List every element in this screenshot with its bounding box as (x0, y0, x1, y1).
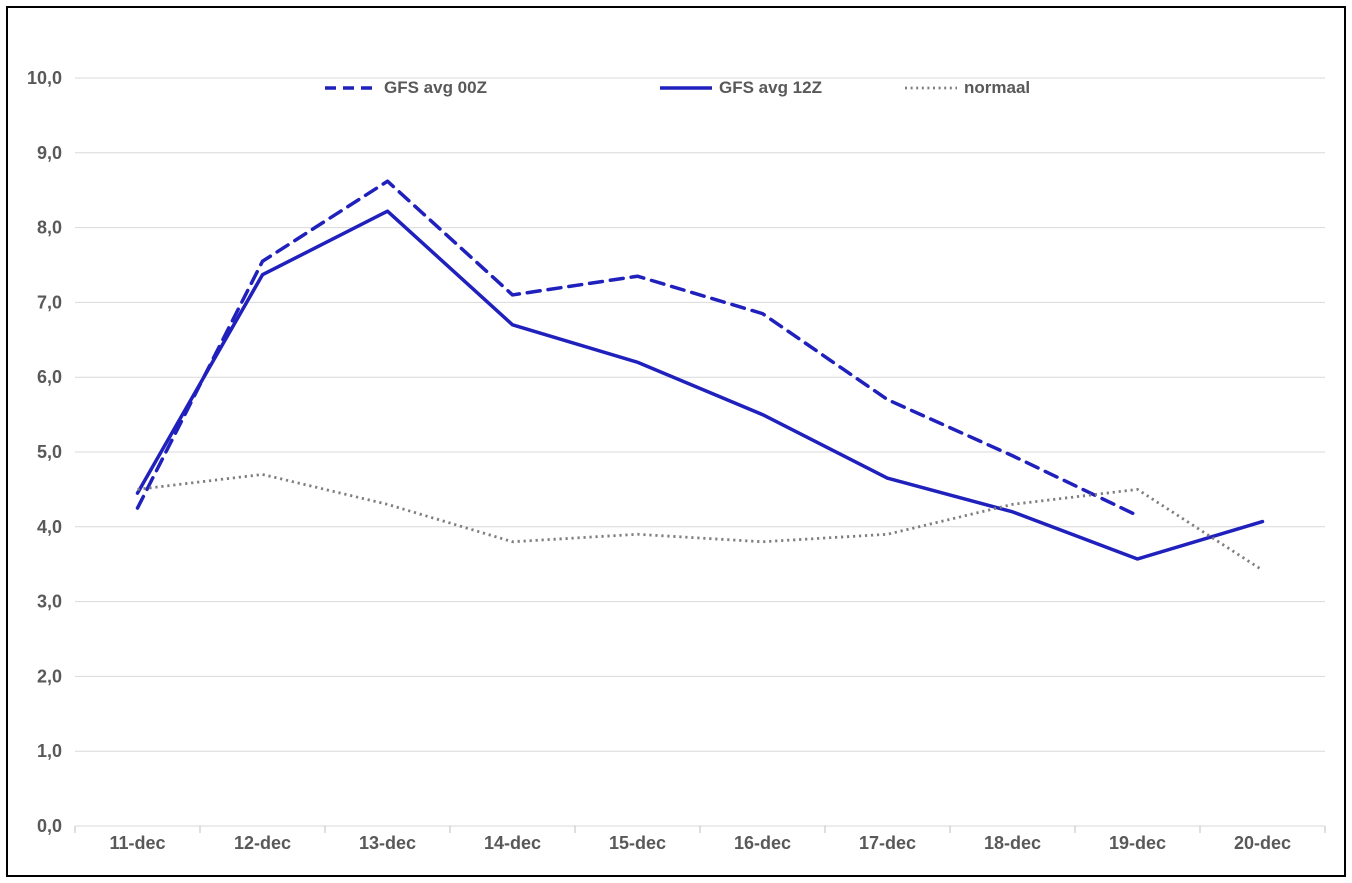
x-tick-label: 11-dec (109, 833, 165, 853)
x-tick-label: 17-dec (859, 833, 916, 853)
y-tick-label: 2,0 (37, 666, 62, 686)
legend-item-gfs-avg-00z: GFS avg 00Z (325, 78, 487, 98)
legend-label: GFS avg 00Z (384, 78, 487, 97)
legend-label: GFS avg 12Z (719, 78, 822, 97)
y-tick-label: 3,0 (37, 592, 62, 612)
y-tick-label: 9,0 (37, 143, 62, 163)
y-tick-label: 6,0 (37, 367, 62, 387)
legend-item-normaal: normaal (905, 78, 1030, 98)
y-tick-label: 10,0 (27, 68, 62, 88)
y-tick-label: 0,0 (37, 816, 62, 836)
legend-marker-dotted-line-icon (905, 86, 957, 90)
x-tick-label: 14-dec (484, 833, 541, 853)
x-tick-label: 15-dec (609, 833, 666, 853)
x-tick-label: 18-dec (984, 833, 1041, 853)
x-tick-label: 20-dec (1234, 833, 1291, 853)
y-tick-label: 7,0 (37, 292, 62, 312)
legend-marker-solid-line-icon (660, 86, 712, 90)
series-line-gfs-avg-12z (135, 209, 1265, 561)
y-tick-label: 8,0 (37, 218, 62, 238)
x-tick-label: 19-dec (1109, 833, 1166, 853)
legend-label: normaal (964, 78, 1031, 97)
y-tick-label: 5,0 (37, 442, 62, 462)
series-line-gfs-avg-00z (135, 179, 1140, 518)
legend-item-gfs-avg-12z: GFS avg 12Z (660, 78, 822, 98)
y-tick-label: 4,0 (37, 517, 62, 537)
y-tick-label: 1,0 (37, 741, 62, 761)
series-line-normaal (137, 473, 1264, 572)
x-tick-label: 12-dec (234, 833, 291, 853)
x-tick-label: 16-dec (734, 833, 791, 853)
legend-marker-dashed-line-icon (325, 86, 377, 90)
x-tick-label: 13-dec (359, 833, 416, 853)
chart-border (6, 6, 1346, 877)
